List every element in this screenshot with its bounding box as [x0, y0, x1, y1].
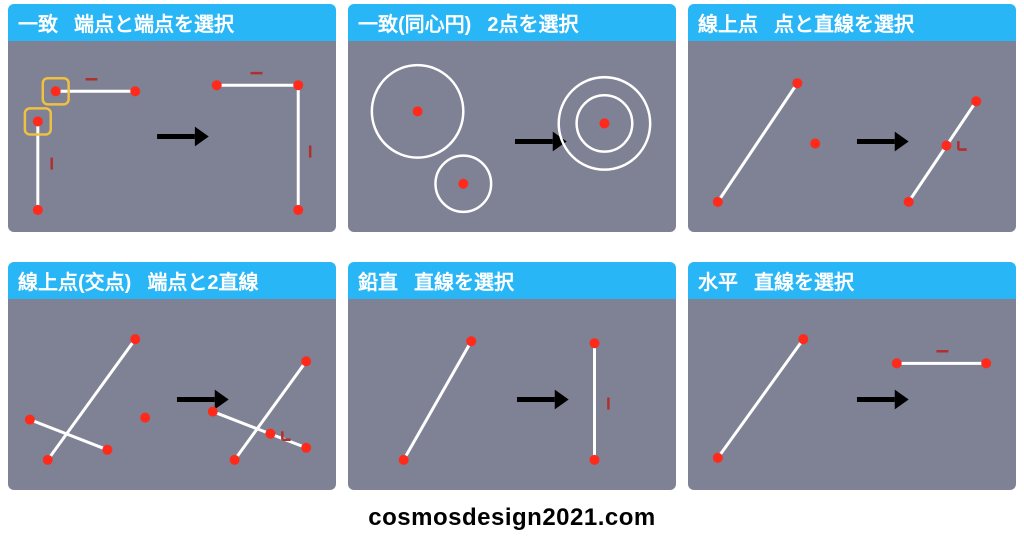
panel-concentric: 一致(同心円) 2点を選択: [348, 4, 676, 232]
panel-header: 鉛直直線を選択: [348, 262, 676, 299]
instruction-text: 直線を選択: [414, 266, 666, 295]
instruction-text: 点と直線を選択: [774, 8, 1006, 37]
panel-point-on-line: 線上点点と直線を選択: [688, 4, 1016, 232]
constraint-name: 線上点(交点): [18, 266, 131, 295]
panel-header: 一致(同心円) 2点を選択: [348, 4, 676, 41]
panel-canvas: [348, 41, 676, 232]
panel-header: 線上点(交点) 端点と2直線: [8, 262, 336, 299]
panel-horizontal: 水平直線を選択: [688, 262, 1016, 490]
watermark: cosmosdesign2021.com: [0, 504, 1024, 532]
panel-canvas: [688, 299, 1016, 490]
panel-canvas: [8, 299, 336, 490]
constraint-name: 水平: [698, 266, 738, 295]
panel-vertical: 鉛直直線を選択: [348, 262, 676, 490]
panel-header: 一致端点と端点を選択: [8, 4, 336, 41]
instruction-text: 2点を選択: [487, 8, 666, 37]
constraint-name: 線上点: [698, 8, 758, 37]
instruction-text: 直線を選択: [754, 266, 1006, 295]
constraint-name: 鉛直: [358, 266, 398, 295]
instruction-text: 端点と端点を選択: [74, 8, 326, 37]
panel-intersection: 線上点(交点) 端点と2直線: [8, 262, 336, 490]
panel-canvas: [348, 299, 676, 490]
instruction-text: 端点と2直線: [147, 266, 326, 295]
panel-coincident: 一致端点と端点を選択: [8, 4, 336, 232]
panel-canvas: [688, 41, 1016, 232]
constraint-name: 一致(同心円): [358, 8, 471, 37]
panel-header: 水平直線を選択: [688, 262, 1016, 299]
constraint-name: 一致: [18, 8, 58, 37]
panel-header: 線上点点と直線を選択: [688, 4, 1016, 41]
panel-canvas: [8, 41, 336, 232]
constraint-grid: 一致端点と端点を選択一致(同心円)2点を選択線上点点と直線を選択線上点(交点)端…: [0, 0, 1024, 490]
